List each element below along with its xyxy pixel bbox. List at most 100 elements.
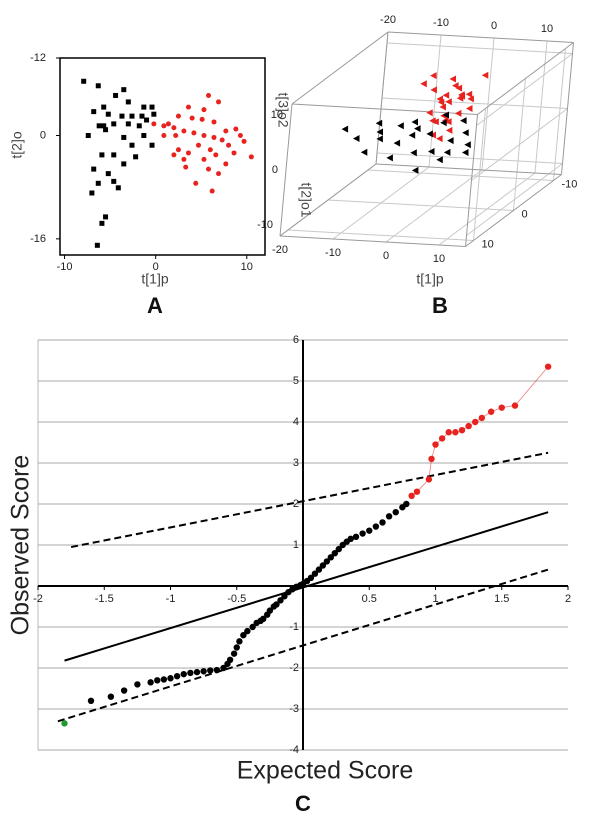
point <box>61 720 68 727</box>
x-tick-label: 0 <box>491 20 497 32</box>
point <box>248 154 254 160</box>
point <box>397 122 404 130</box>
box-edge <box>561 42 574 175</box>
point <box>311 570 319 577</box>
point <box>213 152 219 158</box>
point <box>454 109 462 117</box>
z-axis-label: t[3]o2 <box>275 92 291 127</box>
point <box>183 164 189 170</box>
point <box>81 78 87 84</box>
point <box>133 154 139 160</box>
box-edge <box>375 163 562 175</box>
point <box>428 148 435 155</box>
point <box>226 656 234 663</box>
point <box>220 664 227 672</box>
point <box>95 180 101 186</box>
box-edge <box>477 42 574 115</box>
point <box>105 111 111 117</box>
reference-line <box>64 511 549 662</box>
z-tick-label: -10 <box>257 219 273 231</box>
point <box>167 675 174 682</box>
point <box>438 435 446 442</box>
point <box>134 681 141 688</box>
point <box>447 137 454 145</box>
y-tick-label: 6 <box>293 334 299 346</box>
grid-line <box>476 53 573 126</box>
point <box>464 141 471 149</box>
reference-line <box>57 568 549 723</box>
y-tick-label: 4 <box>293 416 299 428</box>
grid-line <box>287 229 474 241</box>
point <box>429 117 436 125</box>
point <box>410 149 417 157</box>
x-tick-label: -20 <box>272 244 288 256</box>
point <box>149 104 155 110</box>
point <box>101 104 107 110</box>
point <box>105 171 111 177</box>
point <box>95 83 101 89</box>
x-tick-label: -1 <box>166 593 176 605</box>
point <box>99 152 105 158</box>
point <box>87 697 95 704</box>
point <box>440 119 447 127</box>
point <box>408 492 415 499</box>
point <box>376 128 383 136</box>
point <box>185 104 191 110</box>
point <box>230 650 238 657</box>
point <box>223 161 229 167</box>
point <box>120 687 128 694</box>
y-axis-label: t[2]o <box>9 131 25 158</box>
point <box>455 84 463 92</box>
point <box>96 123 102 129</box>
box-edge <box>291 103 478 115</box>
point <box>233 126 239 132</box>
point <box>236 638 243 645</box>
plot-frame <box>59 57 266 256</box>
point <box>366 527 373 534</box>
point <box>458 427 466 434</box>
point <box>181 128 187 134</box>
x-tick-label: -1.5 <box>95 593 114 605</box>
point <box>160 676 168 683</box>
point <box>403 500 410 508</box>
point <box>187 669 194 677</box>
y-tick-label: -10 <box>562 178 578 190</box>
point <box>141 104 147 110</box>
point <box>180 670 187 678</box>
point <box>219 137 225 143</box>
box-edge <box>279 235 466 247</box>
point <box>327 554 335 561</box>
point <box>223 128 229 134</box>
point <box>465 422 472 430</box>
point <box>478 414 486 422</box>
point <box>161 133 167 139</box>
point <box>273 601 280 608</box>
point <box>89 190 95 196</box>
point <box>201 156 207 162</box>
point <box>511 402 519 409</box>
point <box>347 535 354 543</box>
point <box>144 117 150 123</box>
point <box>442 91 450 99</box>
point <box>385 513 393 520</box>
point <box>436 156 443 164</box>
box-edge <box>387 31 574 43</box>
point <box>213 666 221 674</box>
box-edge <box>279 163 377 237</box>
point <box>171 125 177 131</box>
point <box>211 134 217 140</box>
point <box>121 161 127 167</box>
point <box>420 80 427 88</box>
point <box>352 533 360 540</box>
point <box>121 87 127 93</box>
point <box>307 574 315 581</box>
point <box>141 133 147 139</box>
y-tick-label: -3 <box>289 703 299 715</box>
point <box>129 113 135 119</box>
y-tick-label: 1 <box>293 539 299 551</box>
point <box>94 242 100 248</box>
y-tick-label: -16 <box>30 233 46 245</box>
point <box>101 123 107 129</box>
point <box>244 627 251 635</box>
